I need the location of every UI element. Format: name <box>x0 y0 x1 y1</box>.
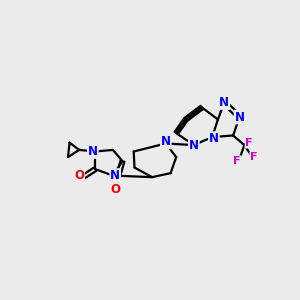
Text: O: O <box>74 169 84 182</box>
Text: N: N <box>235 110 244 124</box>
Text: O: O <box>110 184 120 196</box>
Text: N: N <box>161 135 171 148</box>
Text: F: F <box>233 156 241 166</box>
Text: N: N <box>189 139 199 152</box>
Text: N: N <box>209 132 219 145</box>
Text: F: F <box>250 152 258 162</box>
Text: F: F <box>245 138 253 148</box>
Text: N: N <box>88 145 98 158</box>
Text: N: N <box>219 96 229 109</box>
Text: N: N <box>110 169 120 182</box>
